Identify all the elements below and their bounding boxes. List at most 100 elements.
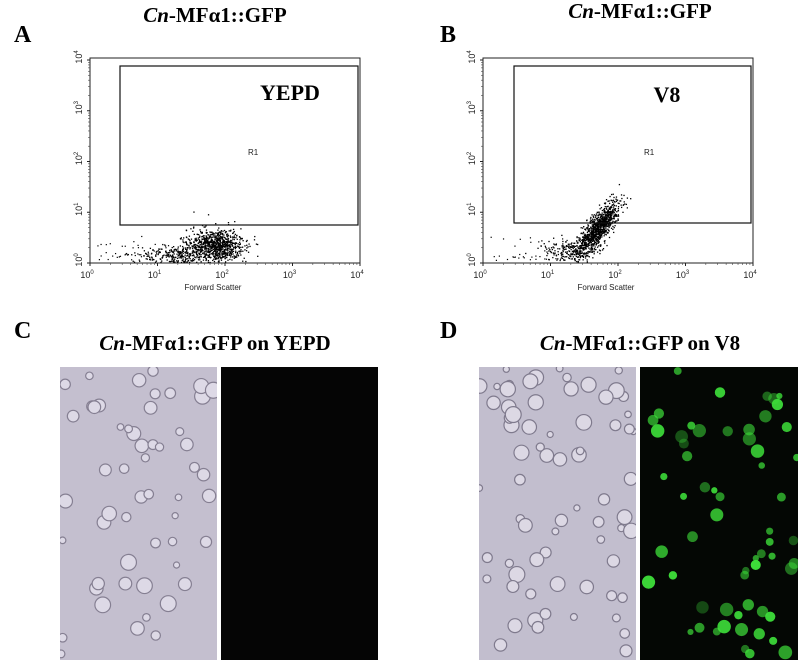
fluorescent-cell — [788, 557, 798, 569]
tick-base: 10 — [74, 54, 84, 64]
title-rest: -MFα1::GFP — [169, 3, 287, 27]
cell — [116, 423, 125, 431]
y-tick-label: 103 — [467, 100, 477, 114]
cell — [482, 574, 492, 584]
title-italic: Cn — [568, 0, 594, 23]
cell — [579, 579, 595, 595]
cell — [592, 515, 605, 528]
fluorescent-cell — [699, 482, 711, 493]
title-italic: Cn — [540, 331, 566, 355]
fluorescent-cell — [778, 645, 793, 660]
cell — [143, 488, 155, 500]
fluorescent-cell — [765, 611, 776, 622]
tick-exp: 1 — [467, 202, 473, 206]
fluorescent-cell — [735, 623, 749, 637]
tick-exp: 3 — [467, 100, 473, 104]
fluorescent-cell — [681, 450, 693, 462]
cell — [98, 463, 112, 477]
tick-base: 10 — [467, 104, 477, 114]
cell — [546, 430, 554, 439]
fluorescent-cell — [759, 410, 772, 423]
tick-base: 10 — [74, 257, 84, 267]
cell — [60, 536, 67, 545]
tick-base: 10 — [80, 270, 90, 280]
fluorescent-cell — [766, 527, 774, 535]
cell — [201, 488, 217, 504]
fluorescent-cell — [743, 423, 755, 436]
fluorescent-cell — [750, 559, 761, 571]
cell — [514, 473, 526, 486]
cell — [552, 452, 568, 467]
cell — [118, 576, 133, 591]
cell — [199, 535, 213, 549]
cell — [614, 367, 623, 375]
cell — [525, 588, 537, 600]
fluorescent-cell — [769, 636, 778, 645]
cell — [142, 612, 151, 622]
cell — [617, 592, 628, 604]
fluorescent-cell — [655, 545, 668, 558]
fluorescent-cell — [675, 430, 688, 443]
cell — [481, 552, 493, 564]
tick-exp: 2 — [74, 151, 80, 155]
fluorescent-cell — [788, 535, 798, 546]
gate-region — [513, 65, 752, 224]
tick-base: 10 — [467, 54, 477, 64]
cell — [150, 537, 161, 549]
cell — [506, 579, 520, 594]
fluorescence-image — [221, 367, 378, 660]
y-tick-label: 102 — [467, 151, 477, 165]
cell — [174, 493, 183, 502]
fluorescent-cell — [742, 599, 754, 611]
cell — [172, 561, 181, 569]
fluorescent-cell — [711, 487, 718, 494]
cell — [575, 446, 585, 456]
fluorescent-cell — [768, 552, 776, 560]
tick-exp: 3 — [686, 270, 690, 276]
cell — [479, 378, 488, 394]
tick-base: 10 — [676, 270, 686, 280]
tick-exp: 3 — [74, 100, 80, 104]
fluorescent-cell — [776, 392, 783, 400]
cell — [479, 484, 484, 492]
cell — [611, 613, 621, 623]
fluorescent-cell — [756, 605, 769, 618]
fluorescent-cell — [753, 628, 765, 640]
title-rest: -MFα1::GFP on V8 — [566, 331, 741, 355]
cell — [131, 372, 147, 388]
cell — [535, 442, 545, 452]
cell — [499, 380, 517, 398]
cell — [149, 388, 161, 400]
cell — [616, 509, 633, 526]
fluorescent-cell — [696, 601, 709, 614]
cell — [130, 621, 145, 636]
fluorescent-cell — [719, 602, 734, 617]
tick-base: 10 — [74, 206, 84, 216]
cell — [85, 371, 94, 381]
fluorescent-cell — [765, 537, 774, 546]
cell — [606, 554, 621, 568]
cell — [60, 632, 68, 643]
x-tick-label: 100 — [473, 270, 487, 280]
panel-title: Cn-MFα1::GFP on V8 — [540, 331, 740, 355]
fluorescent-cell — [768, 392, 780, 405]
cell — [486, 395, 501, 411]
cell — [539, 607, 552, 620]
fluorescent-cell — [776, 492, 786, 502]
cells — [641, 367, 798, 660]
fluorescent-cell — [734, 610, 743, 620]
gate-label: R1 — [644, 148, 655, 157]
cell — [619, 644, 633, 658]
title-italic: Cn — [143, 3, 169, 27]
cell — [562, 372, 572, 383]
cell — [549, 576, 566, 593]
tick-exp: 1 — [158, 270, 162, 276]
cell — [134, 438, 150, 454]
cell — [513, 444, 530, 461]
tick-base: 10 — [283, 270, 293, 280]
cell — [517, 517, 533, 533]
x-axis-label: Forward Scatter — [578, 283, 635, 292]
cell — [504, 406, 522, 424]
x-tick-label: 103 — [283, 270, 297, 280]
